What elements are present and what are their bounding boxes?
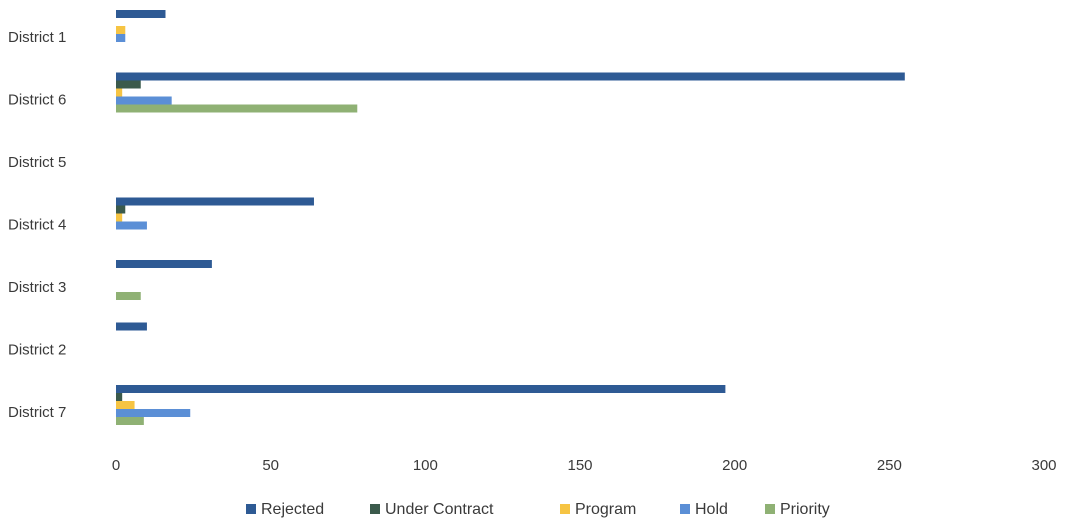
x-tick-label-300: 300 (1031, 457, 1056, 474)
bar-district-7-under-contract (116, 393, 123, 401)
legend-swatch-program (560, 504, 570, 514)
category-label-district-2: District 2 (8, 342, 66, 359)
x-axis-tick-labels: 0 50 100 150 200 250 300 (112, 457, 1057, 474)
x-tick-label-100: 100 (413, 457, 438, 474)
legend-item-hold: Hold (680, 501, 728, 518)
legend-label-under-contract: Under Contract (385, 501, 494, 518)
legend-item-priority: Priority (765, 501, 830, 518)
legend-item-program: Program (560, 501, 636, 518)
bar-district-4-rejected (116, 197, 314, 206)
category-label-district-5: District 5 (8, 154, 66, 171)
bar-district-7-hold (116, 409, 191, 417)
bar-district-7-priority (116, 417, 144, 425)
category-label-district-3: District 3 (8, 279, 66, 296)
x-tick-label-200: 200 (722, 457, 747, 474)
category-label-district-7: District 7 (8, 404, 66, 421)
bar-district-6-hold (116, 96, 172, 105)
legend-item-under-contract: Under Contract (370, 501, 494, 518)
category-label-district-4: District 4 (8, 217, 66, 234)
legend-label-rejected: Rejected (261, 501, 324, 518)
legend-label-priority: Priority (780, 501, 830, 518)
legend-item-rejected: Rejected (246, 501, 324, 518)
bar-district-4-under-contract (116, 205, 126, 214)
bar-district-6-under-contract (116, 80, 141, 89)
bar-district-4-program (116, 213, 123, 222)
legend-swatch-hold (680, 504, 690, 514)
x-tick-label-150: 150 (567, 457, 592, 474)
bar-district-2-rejected (116, 322, 147, 331)
bar-district-6-program (116, 88, 123, 97)
bar-district-6-rejected (116, 72, 905, 81)
bar-district-1-hold (116, 34, 126, 42)
bar-district-7-program (116, 401, 135, 409)
x-tick-label-0: 0 (112, 457, 120, 474)
bar-district-6-priority (116, 104, 358, 113)
x-tick-label-50: 50 (262, 457, 279, 474)
category-label-district-6: District 6 (8, 92, 66, 109)
bar-district-1-rejected (116, 10, 166, 18)
bar-district-3-priority (116, 292, 141, 300)
bar-district-3-rejected (116, 260, 212, 268)
bar-district-1-program (116, 26, 126, 34)
bars (116, 10, 905, 425)
legend-swatch-under-contract (370, 504, 380, 514)
bar-district-4-hold (116, 221, 147, 230)
legend-swatch-priority (765, 504, 775, 514)
legend-swatch-rejected (246, 504, 256, 514)
legend: Rejected Under Contract Program Hold Priorit… (246, 501, 830, 518)
category-label-district-1: District 1 (8, 29, 66, 46)
legend-label-hold: Hold (695, 501, 728, 518)
bar-district-7-rejected (116, 385, 726, 393)
category-labels: District 1 District 6 District 5 District 4… (8, 29, 66, 421)
x-tick-label-250: 250 (877, 457, 902, 474)
legend-label-program: Program (575, 501, 636, 518)
